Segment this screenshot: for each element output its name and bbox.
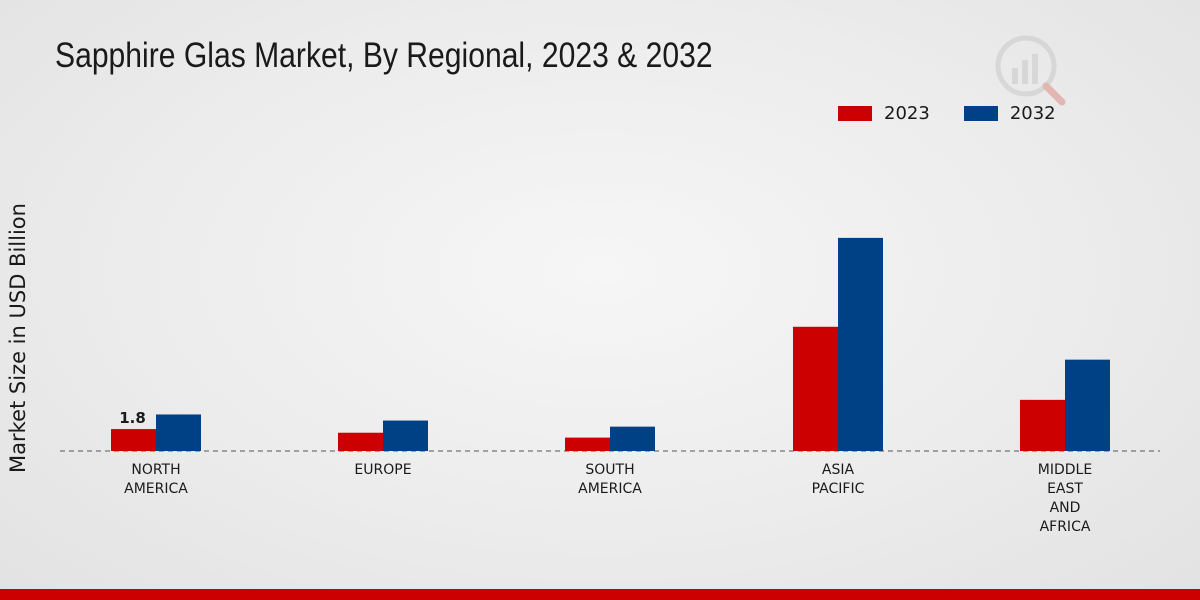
bar-2023-middle-east-and-africa [1020,399,1065,451]
legend-item-2023: 2023 [838,103,930,124]
brand-logo-icon [995,35,1066,106]
legend-swatch-2023 [838,106,872,121]
chart-title: Sapphire Glas Market, By Regional, 2023 … [55,36,713,75]
bar-2032-asia-pacific [838,237,883,451]
bar-2032-south-america [610,426,655,451]
bar-2023-north-america [111,429,156,451]
bar-2023-europe [338,432,383,451]
legend: 2023 2032 [838,103,1090,124]
bar-2023-asia-pacific [793,326,838,451]
legend-label-2032: 2032 [1009,103,1056,124]
data-label-2023-0: 1.8 [119,409,146,427]
x-tick-label-south-america: SOUTH AMERICA [578,462,642,497]
x-tick-label-middle-east-and-africa: MIDDLE EAST AND AFRICA [1038,462,1092,535]
bar-2023-south-america [565,437,610,451]
bar-2032-north-america [156,414,201,451]
x-tick-label-north-america: NORTH AMERICA [124,462,188,497]
legend-item-2032: 2032 [963,103,1056,124]
legend-swatch-2032 [963,106,998,121]
footer-accent-bar [0,589,1200,600]
x-tick-label-asia-pacific: ASIA PACIFIC [812,462,865,497]
x-tick-label-europe: EUROPE [354,462,411,478]
bar-2032-europe [383,420,428,451]
legend-label-2023: 2023 [884,103,930,124]
bar-2032-middle-east-and-africa [1065,359,1110,451]
